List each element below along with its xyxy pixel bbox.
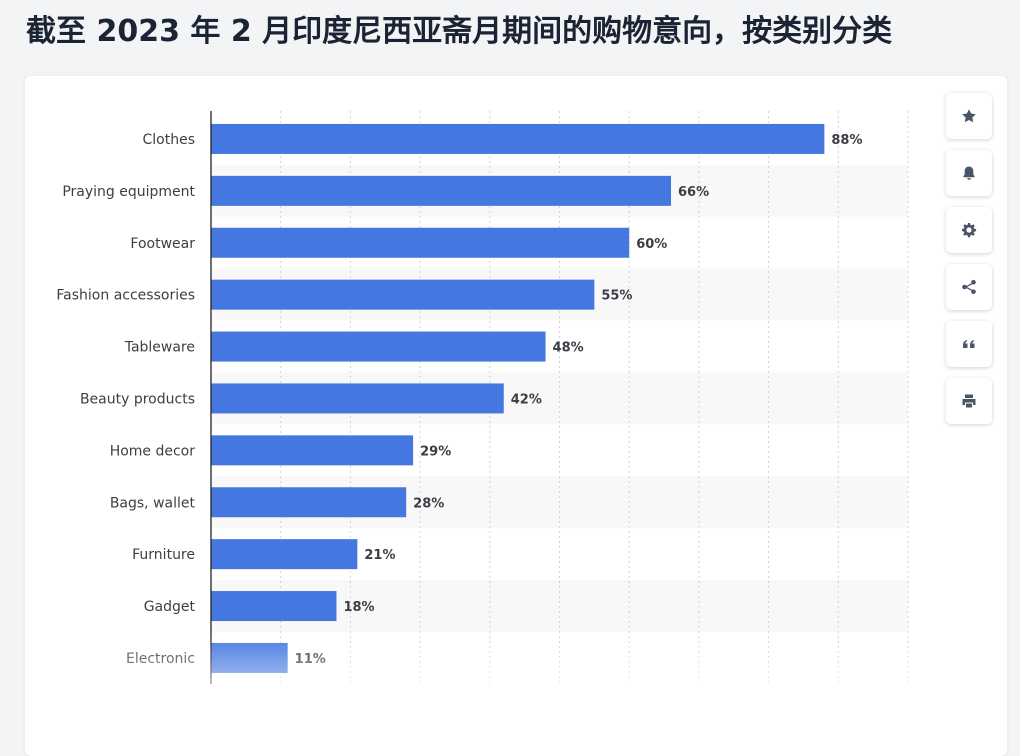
print-button[interactable] — [946, 378, 992, 424]
bar[interactable] — [211, 331, 546, 362]
bar[interactable] — [211, 175, 672, 206]
category-label: Home decor — [110, 443, 196, 459]
bar[interactable] — [211, 435, 414, 466]
category-label: Praying equipment — [62, 184, 195, 200]
category-label: Electronic — [126, 651, 195, 667]
cite-button[interactable] — [946, 321, 992, 367]
chart-toolbar — [946, 93, 994, 435]
share-icon — [962, 279, 976, 295]
value-label: 42% — [511, 392, 542, 407]
bar[interactable] — [211, 642, 288, 673]
print-icon — [962, 394, 976, 408]
category-label: Gadget — [144, 599, 196, 615]
category-label: Beauty products — [80, 391, 195, 407]
settings-button[interactable] — [946, 207, 992, 253]
category-label: Footwear — [130, 236, 195, 252]
chart-card: Clothes 88% Praying equipment 66% Footwear 60… — [25, 76, 1007, 756]
star-icon — [962, 109, 976, 123]
value-label: 60% — [636, 237, 667, 252]
category-label: Furniture — [132, 547, 195, 563]
bar[interactable] — [211, 123, 825, 154]
value-label: 11% — [295, 652, 326, 667]
category-label: Tableware — [124, 340, 195, 356]
category-label: Fashion accessories — [56, 288, 195, 304]
favorite-button[interactable] — [946, 93, 992, 139]
value-label: 28% — [413, 496, 444, 511]
value-label: 66% — [678, 185, 709, 200]
quote-icon — [963, 340, 975, 348]
value-label: 88% — [831, 133, 862, 148]
value-label: 21% — [364, 548, 395, 563]
bar-chart: Clothes 88% Praying equipment 66% Footwear 60… — [56, 111, 909, 684]
gear-icon — [962, 223, 977, 238]
value-label: 18% — [343, 600, 374, 615]
bar[interactable] — [211, 487, 407, 518]
bar[interactable] — [211, 227, 630, 258]
bar[interactable] — [211, 383, 504, 414]
category-label: Clothes — [143, 132, 196, 148]
value-label: 48% — [553, 341, 584, 356]
bar[interactable] — [211, 539, 358, 570]
page-title: 截至 2023 年 2 月印度尼西亚斋月期间的购物意向，按类别分类 — [26, 14, 893, 49]
share-button[interactable] — [946, 264, 992, 310]
bell-icon — [963, 166, 975, 180]
notification-button[interactable] — [946, 150, 992, 196]
value-label: 55% — [601, 289, 632, 304]
category-label: Bags, wallet — [110, 495, 196, 511]
value-label: 29% — [420, 444, 451, 459]
bar[interactable] — [211, 279, 595, 310]
bar[interactable] — [211, 591, 337, 622]
